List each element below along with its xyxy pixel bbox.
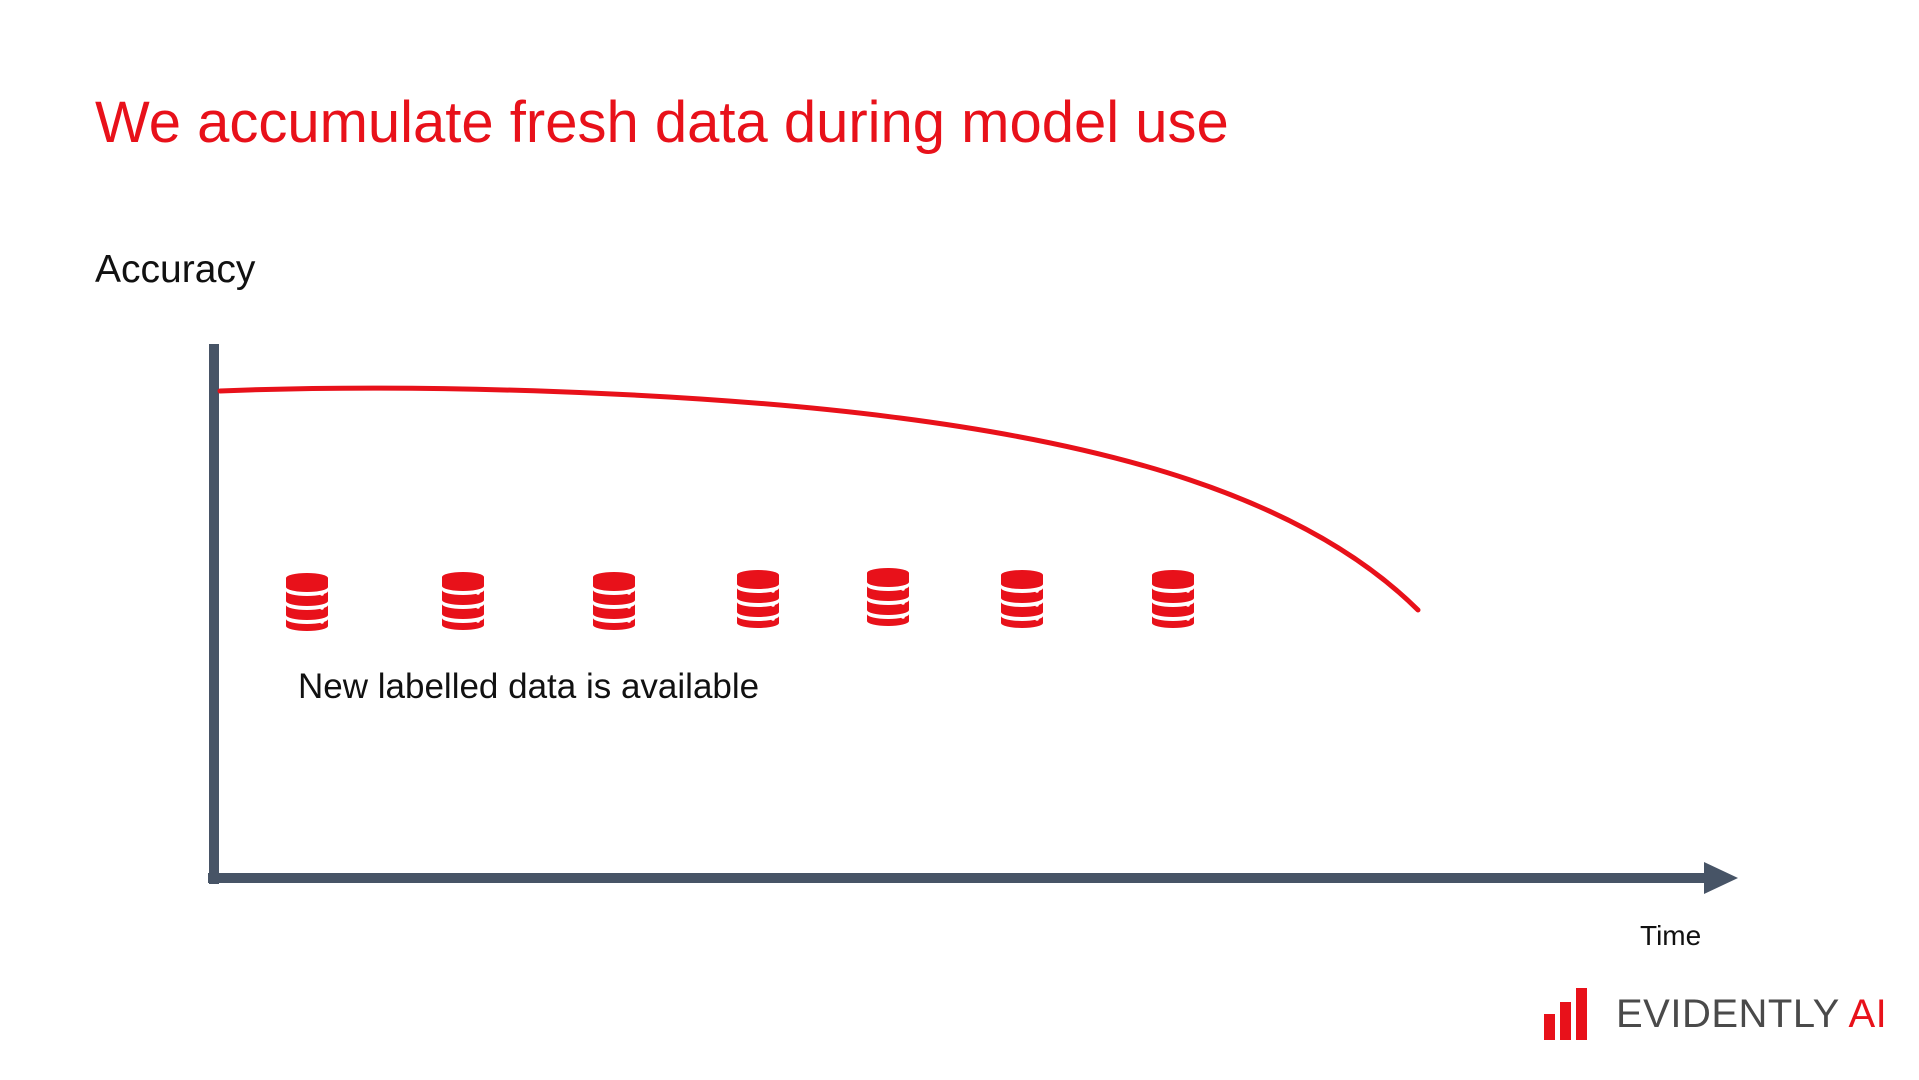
- logo-wordmark-accent: AI: [1839, 992, 1888, 1036]
- logo-wordmark: EVIDENTLY AI: [1616, 994, 1887, 1040]
- database-icon: [442, 572, 484, 630]
- y-axis-label: Accuracy: [95, 248, 256, 291]
- evidently-logo: EVIDENTLY AI: [1544, 980, 1887, 1040]
- database-icon: [286, 573, 328, 631]
- database-icon: [593, 572, 635, 630]
- x-axis-label: Time: [1640, 920, 1702, 951]
- bar-chart-icon: [1544, 988, 1587, 1040]
- database-icons: [286, 568, 1194, 631]
- database-icon: [737, 570, 779, 628]
- database-icon: [1152, 570, 1194, 628]
- slide-title: We accumulate fresh data during model us…: [95, 90, 1229, 155]
- x-axis-arrowhead: [1704, 862, 1738, 894]
- logo-wordmark-main: EVIDENTLY: [1616, 992, 1840, 1036]
- database-icon: [1001, 570, 1043, 628]
- accuracy-curve: [217, 385, 1421, 613]
- database-icon: [867, 568, 909, 626]
- annotation-new-data: New labelled data is available: [298, 667, 760, 706]
